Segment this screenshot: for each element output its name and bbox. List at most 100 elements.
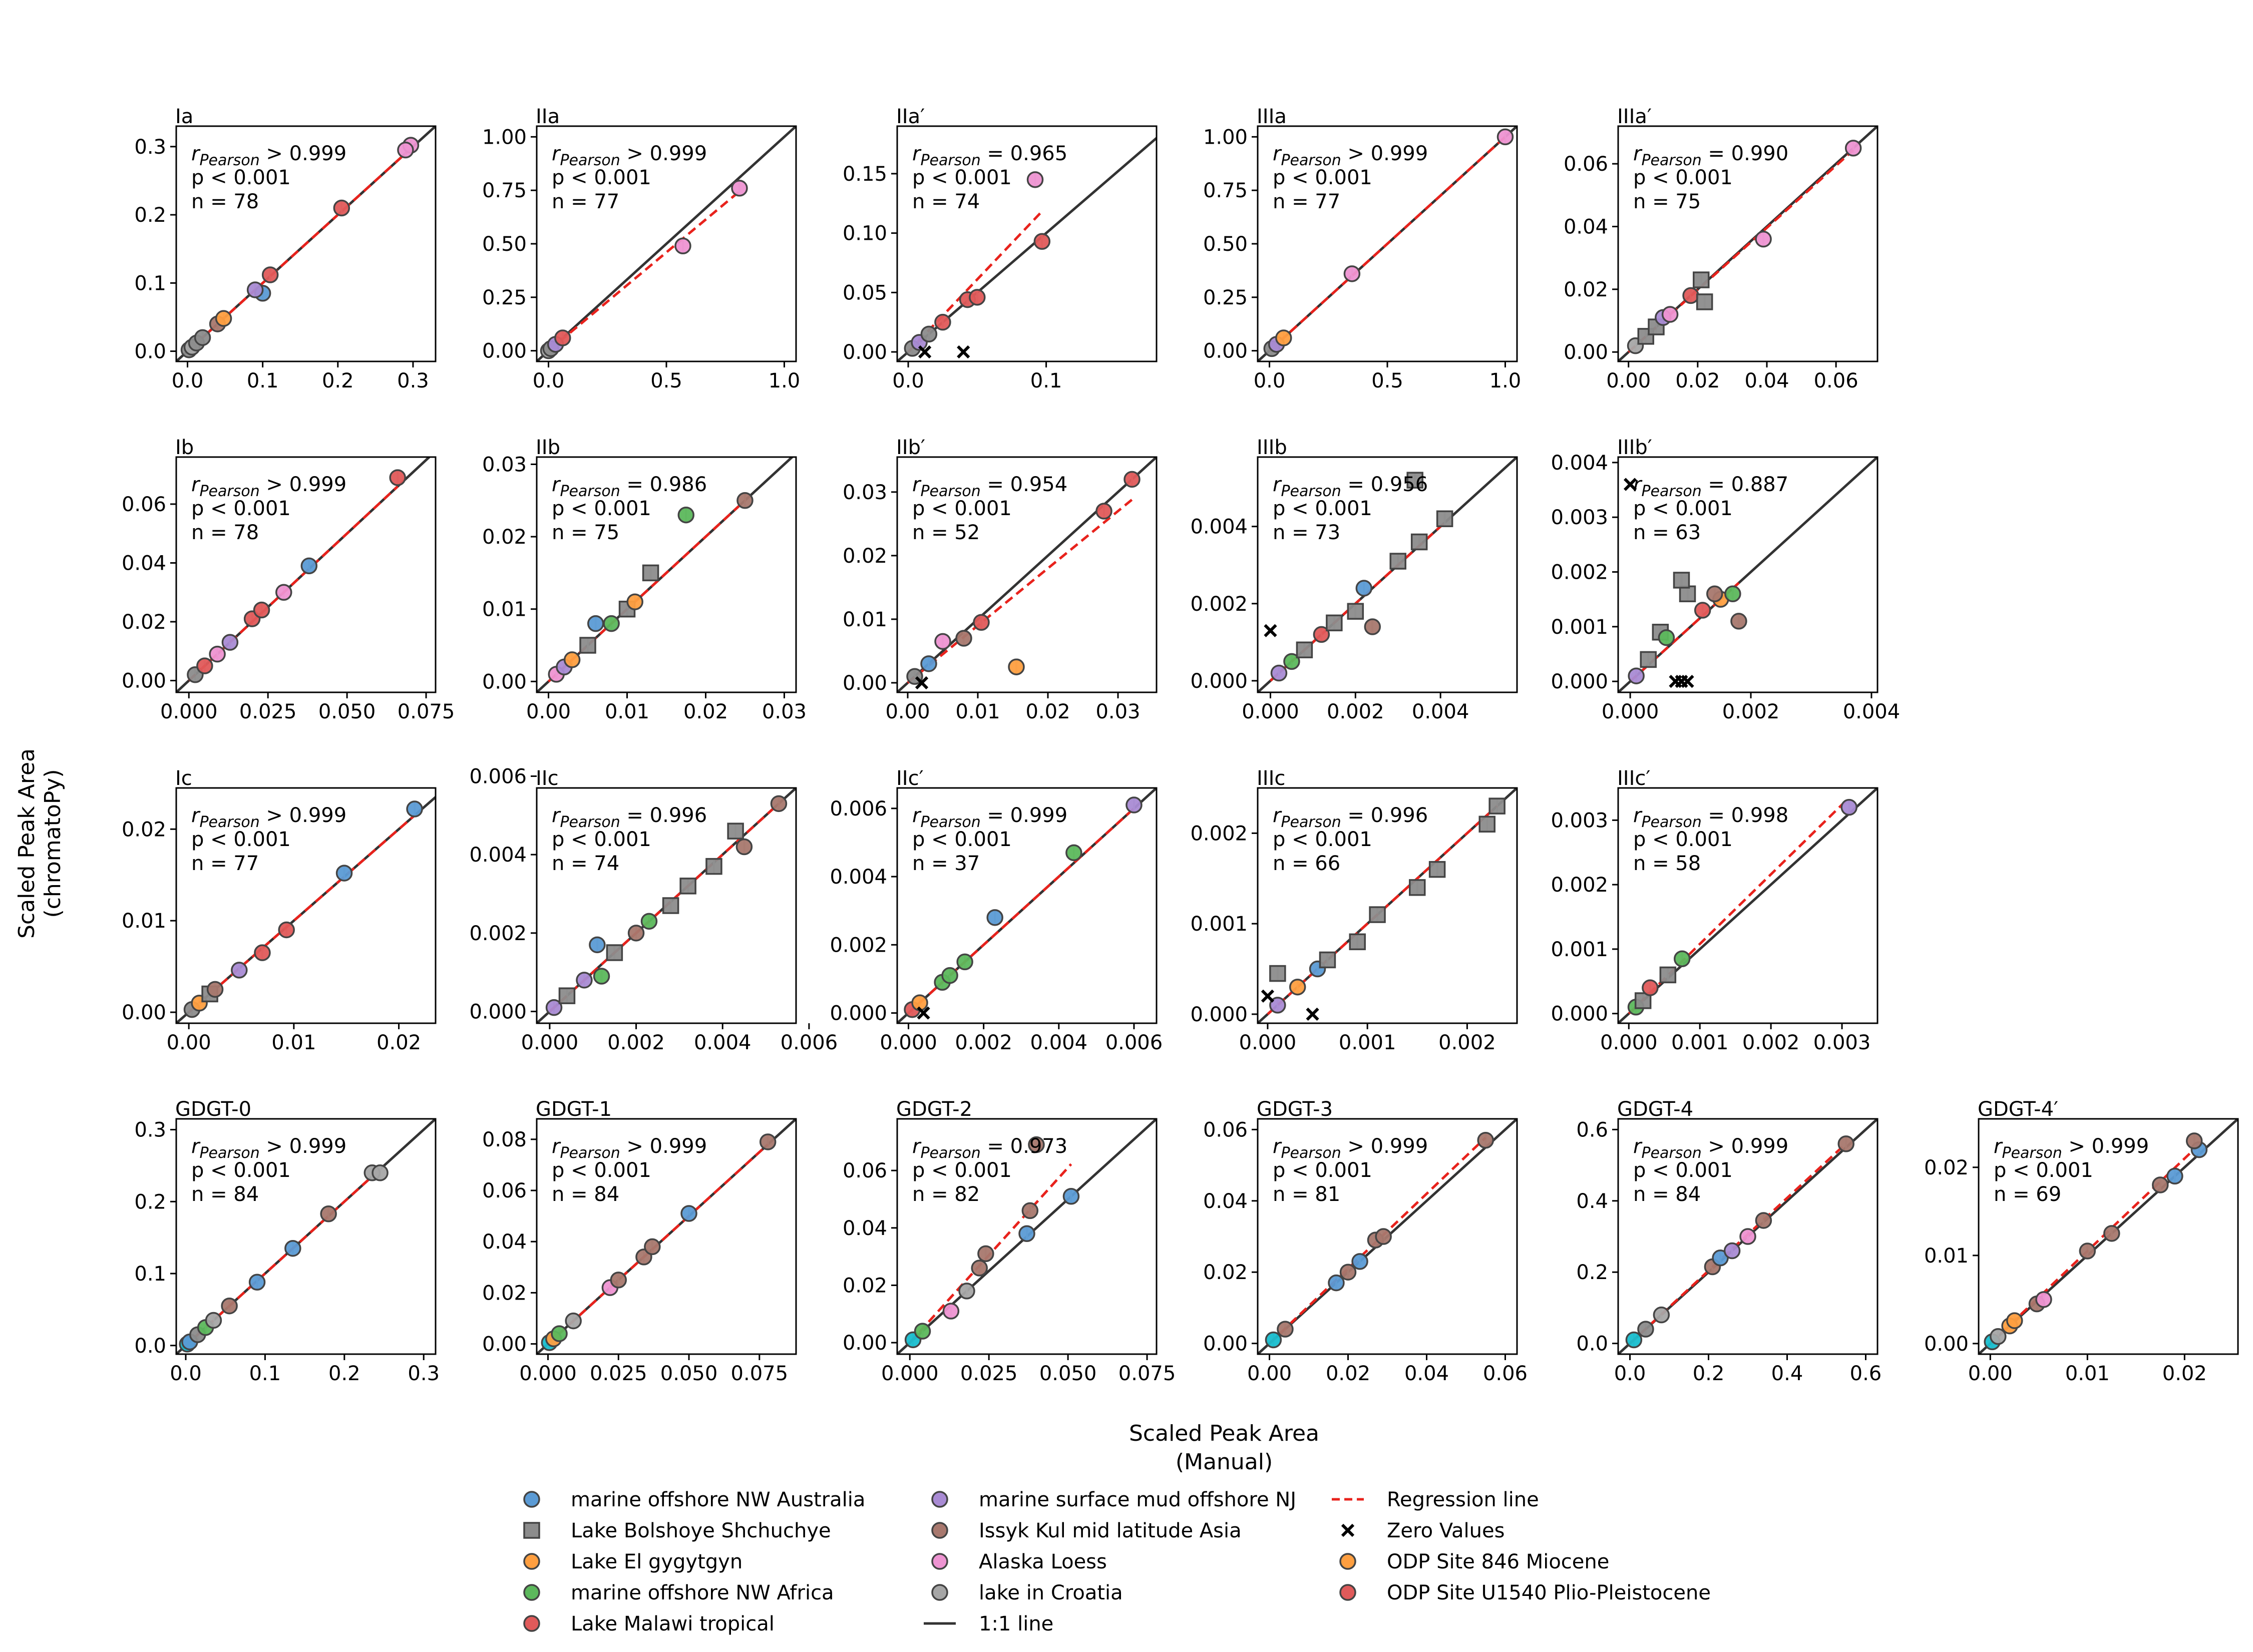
y-tick-label: 0.25	[482, 286, 527, 309]
stats-r-pearson: rPearson > 0.999	[1273, 142, 1428, 169]
zero-value-marker	[957, 345, 970, 359]
y-tick-label: 0.2	[134, 1190, 166, 1213]
data-point	[1349, 933, 1366, 951]
y-tick-label: 0.00	[1203, 340, 1248, 363]
y-axis-label-line2: (chromatoPy)	[40, 769, 66, 918]
stats-n: n = 52	[912, 521, 980, 544]
data-point	[551, 1325, 568, 1342]
x-tick-label: 0.0	[172, 369, 204, 392]
legend-marker-circle	[523, 1491, 540, 1508]
data-point	[610, 1272, 627, 1289]
data-point	[1065, 844, 1082, 862]
plot-area	[537, 457, 793, 692]
data-point	[920, 325, 938, 343]
y-tick-label: 0.004	[830, 866, 887, 889]
x-tick-label: 0.0	[533, 369, 565, 392]
data-point	[1723, 1242, 1741, 1260]
data-point	[1406, 472, 1423, 489]
data-point	[545, 999, 563, 1016]
data-point	[1289, 978, 1306, 996]
data-point	[300, 557, 318, 575]
data-point	[2185, 1132, 2203, 1149]
legend-marker-circle	[523, 1584, 540, 1601]
data-point	[215, 310, 232, 327]
x-tick-label: 0.000	[880, 1031, 937, 1054]
data-point	[1693, 271, 1710, 288]
plot-area	[176, 796, 436, 1023]
x-tick-label: 0.0	[1254, 369, 1286, 392]
y-tick-label: 0.001	[1551, 616, 1608, 639]
x-tick-label: 0.02	[2162, 1362, 2207, 1385]
data-point	[196, 657, 213, 674]
y-tick-label: 0.002	[1190, 593, 1248, 616]
y-tick-label: 0.02	[843, 545, 887, 568]
legend-marker-circle	[931, 1584, 948, 1601]
y-tick-label: 0.000	[1190, 1003, 1248, 1026]
data-point	[1269, 965, 1286, 982]
data-point	[1313, 626, 1330, 643]
stats-p-value: p < 0.001	[912, 166, 1012, 189]
x-tick-label: 0.0	[170, 1362, 202, 1385]
y-tick-label: 0.00	[482, 1333, 527, 1356]
stats-n: n = 73	[1273, 521, 1340, 544]
stats-r-pearson: rPearson = 0.999	[912, 804, 1067, 831]
x-tick-label: 0.000	[1602, 700, 1659, 723]
stats-n: n = 77	[191, 852, 259, 875]
y-tick-label: 0.02	[122, 818, 166, 841]
y-tick-label: 0.002	[830, 934, 887, 957]
y-tick-label: 0.0	[134, 1335, 166, 1358]
x-tick-label: 0.02	[1675, 369, 1720, 392]
data-point	[1739, 1228, 1756, 1245]
y-tick-label: 0.6	[1576, 1118, 1608, 1141]
data-point	[727, 822, 744, 840]
data-point	[563, 651, 581, 668]
x-tick-label: 0.2	[322, 369, 354, 392]
data-point	[705, 858, 722, 875]
x-tick-label: 0.002	[1327, 700, 1384, 723]
stats-r-pearson: rPearson > 0.999	[1994, 1135, 2149, 1162]
axes-frame	[896, 125, 1158, 362]
x-tick-label: 0.000	[1239, 1031, 1297, 1054]
y-tick-label: 0.3	[134, 136, 166, 159]
data-point	[1319, 951, 1336, 969]
legend-marker-circle	[1339, 1553, 1356, 1570]
data-point	[261, 266, 279, 283]
panel-title: IIa′	[896, 105, 925, 128]
data-point	[275, 584, 292, 601]
data-point	[603, 615, 620, 632]
y-tick-label: 0.2	[1576, 1261, 1608, 1284]
y-tick-label: 0.1	[134, 272, 166, 295]
data-point	[1428, 861, 1446, 878]
x-axis-label-line1: Scaled Peak Area	[1129, 1421, 1319, 1446]
y-tick-label: 0.04	[122, 552, 166, 575]
panel-GDGT-1: 0.000 0.025 0.050 0.075 0.00 0.02 0.04 0.06 0.08…	[482, 1098, 797, 1385]
legend-item: ODP Site U1540 Plio-Pleistocene	[1339, 1581, 1711, 1604]
legend: marine offshore NW Australia Lake Bolshoy…	[523, 1488, 1711, 1635]
x-tick-label: 0.000	[521, 1031, 579, 1054]
regression-line	[1268, 1136, 1486, 1345]
y-tick-label: 0.50	[482, 233, 527, 256]
axes-frame	[1257, 1118, 1518, 1355]
data-point	[674, 237, 691, 255]
data-point	[587, 615, 604, 632]
data-point	[1008, 658, 1025, 675]
stats-r-pearson: rPearson > 0.999	[1633, 1135, 1788, 1162]
data-point	[284, 1240, 301, 1257]
zero-value-marker	[1623, 478, 1637, 491]
data-point	[920, 655, 937, 672]
x-axis-label-line2: (Manual)	[1176, 1449, 1273, 1475]
x-tick-label: 0.2	[328, 1362, 360, 1385]
data-point	[1410, 533, 1428, 551]
x-tick-label: 0.02	[683, 700, 728, 723]
data-point	[221, 1297, 238, 1315]
stats-p-value: p < 0.001	[1273, 1159, 1372, 1182]
data-point	[941, 967, 958, 984]
plot-area	[537, 788, 796, 1023]
y-tick-label: 0.002	[469, 922, 527, 945]
data-point	[254, 944, 271, 961]
stats-p-value: p < 0.001	[1273, 828, 1372, 851]
legend-label: marine surface mud offshore NJ	[979, 1488, 1296, 1511]
data-point	[969, 289, 986, 306]
plot-area	[1618, 457, 1878, 692]
data-point	[731, 180, 748, 197]
